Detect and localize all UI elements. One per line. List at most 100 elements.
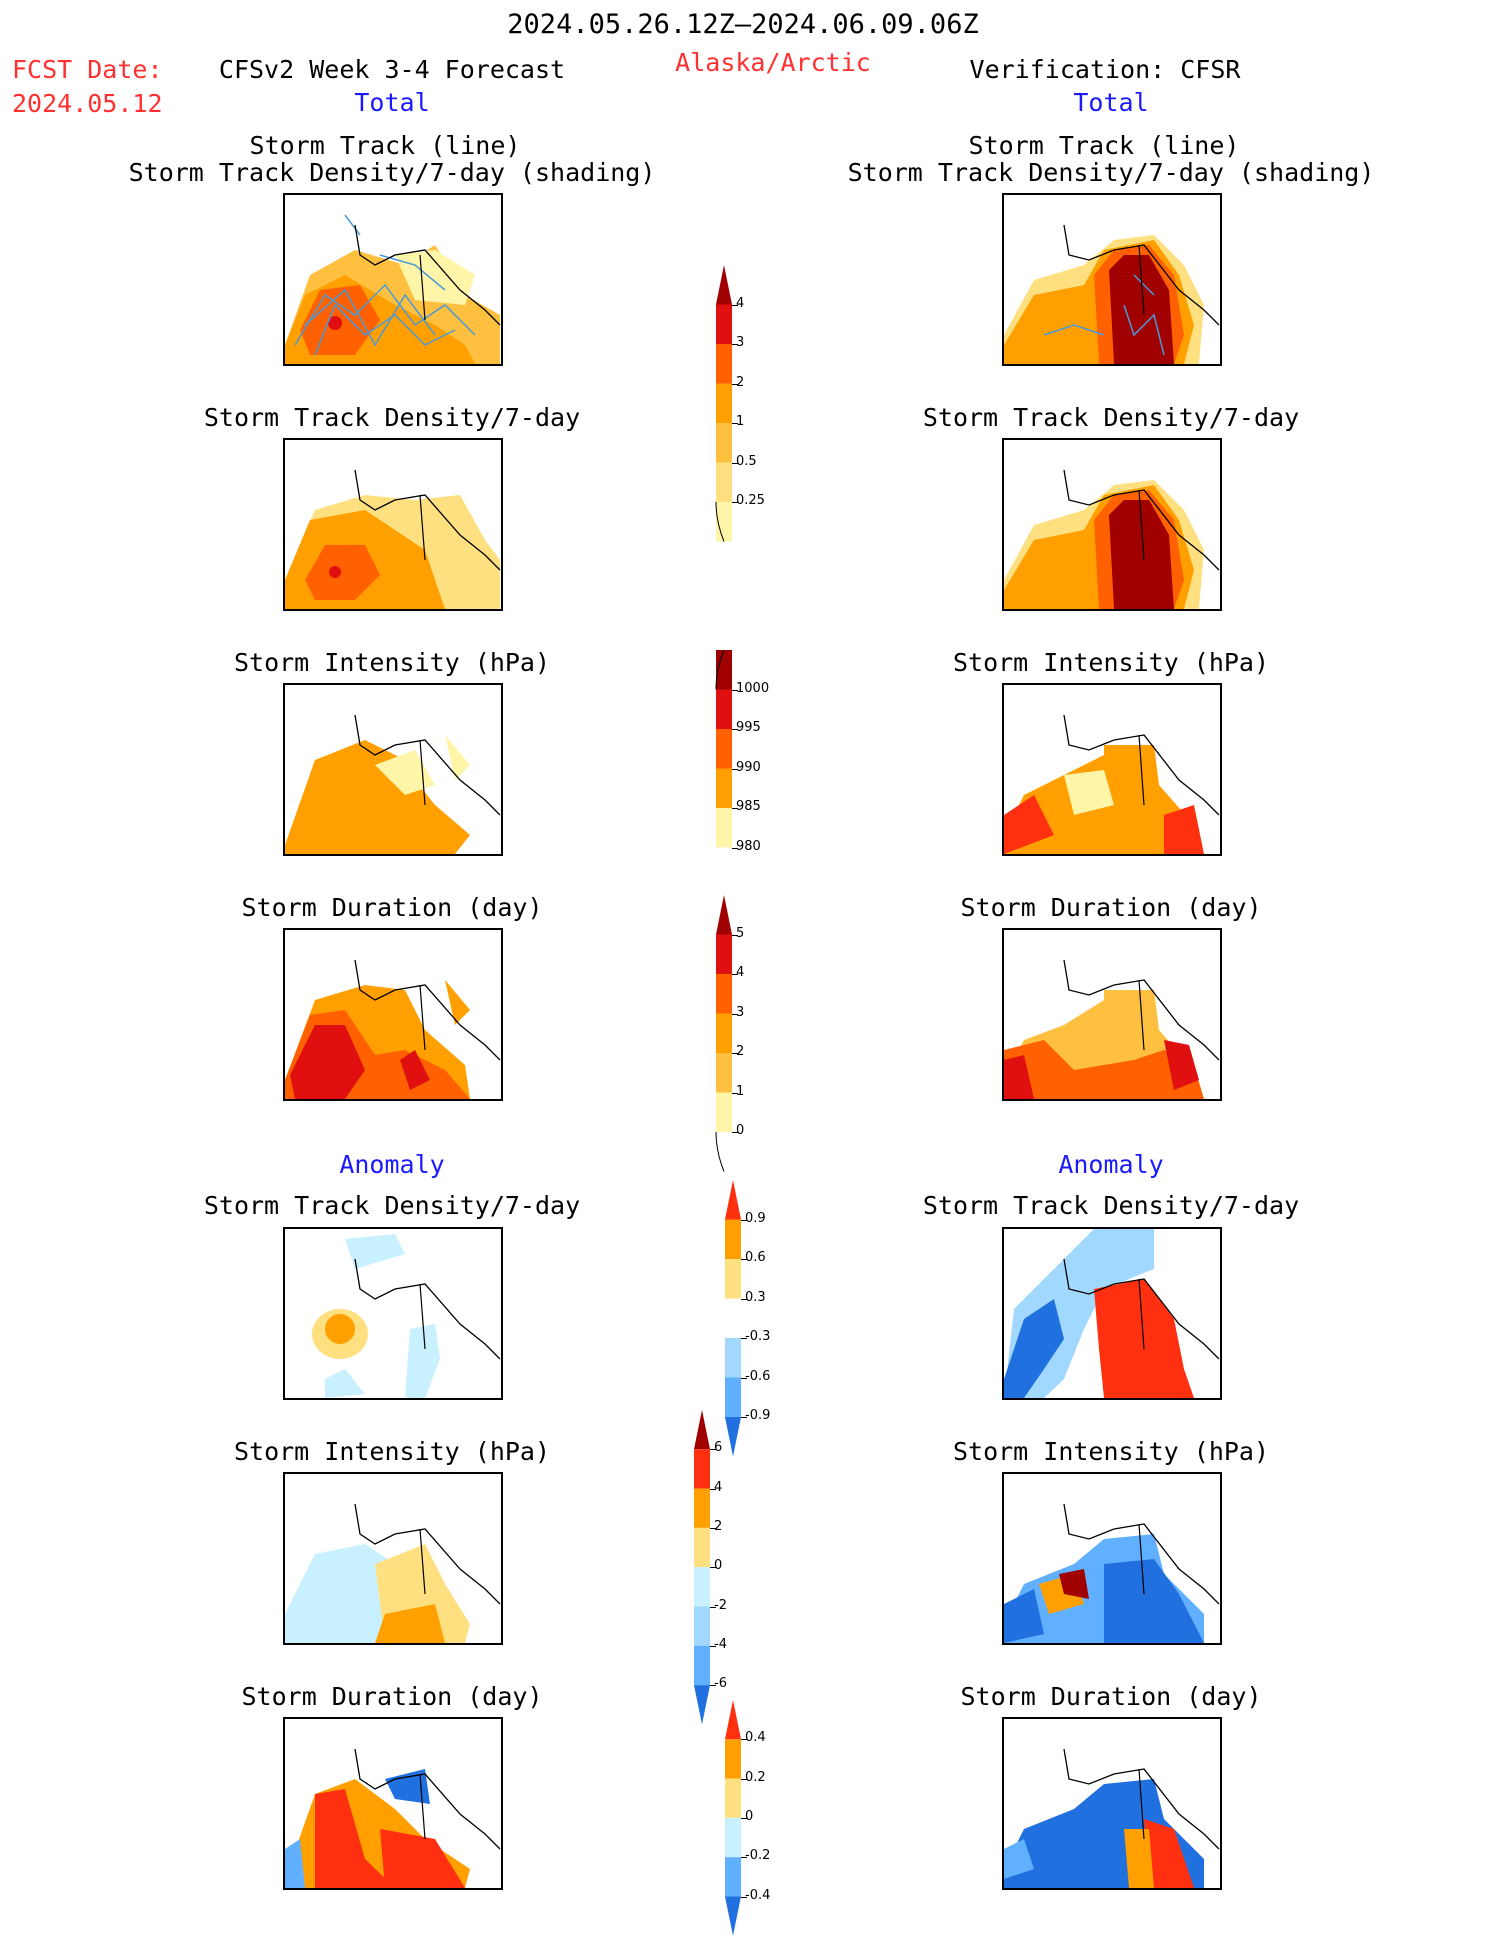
title-duration-anom-left: Storm Duration (day) (241, 1682, 543, 1711)
colorbar-tick-label: 0.3 (745, 1289, 766, 1305)
colorbar-segment (694, 1645, 710, 1686)
colorbar-tick (741, 1896, 747, 1898)
coastline (1063, 1503, 1220, 1605)
colorbar-segment (716, 768, 732, 808)
shade-region (1004, 1055, 1034, 1099)
border-line (419, 494, 426, 561)
colorbar-segment (716, 895, 732, 935)
colorbar-tick (741, 1259, 747, 1260)
storm-track-lines (1043, 274, 1165, 356)
colorbar-tick-label: -0.2 (745, 1848, 771, 1864)
coastline (1063, 1258, 1220, 1360)
title-duration-anom-right: Storm Duration (day) (960, 1682, 1262, 1711)
colorbar-tick (710, 1449, 716, 1451)
colorbar-segment (725, 1896, 741, 1936)
coastline (354, 469, 501, 571)
section-total-right: Total (1073, 88, 1149, 117)
coastline (354, 714, 501, 816)
shade-region (325, 1369, 365, 1398)
colorbar-tick (732, 847, 738, 849)
shade-region (285, 1839, 305, 1888)
map-duration-right (1002, 928, 1222, 1101)
fcst-date: 2024.05.12 (12, 89, 163, 118)
colorbar-segment (694, 1685, 710, 1725)
colorbar-segment (694, 1606, 710, 1646)
colorbar-segment (716, 689, 732, 729)
colorbar-segment (716, 974, 732, 1014)
colorbar-segment (694, 1449, 710, 1489)
colorbar-tick (710, 1488, 716, 1490)
coastline (354, 959, 501, 1061)
colorbar-tick-label: 980 (736, 838, 761, 854)
colorbar-tick (732, 768, 738, 770)
colorbar-tick (732, 502, 738, 503)
colorbar-tick (732, 934, 738, 936)
colorbar-tick (710, 1527, 716, 1529)
shade-region (375, 1604, 445, 1643)
colorbar-segment (725, 1298, 741, 1338)
coastline (354, 1503, 501, 1605)
coastline (354, 224, 501, 326)
coastline (1063, 959, 1220, 1061)
colorbar-tick-label: 6 (714, 1440, 723, 1456)
colorbar-tick (710, 1645, 716, 1647)
title-intensity-left: Storm Intensity (hPa) (233, 648, 551, 677)
coastline (1063, 714, 1220, 816)
colorbar-duration-anomaly (725, 1700, 741, 1936)
colorbar-tick (732, 344, 738, 345)
title-density-anom-right: Storm Track Density/7-day (922, 1191, 1300, 1220)
shade-region (1094, 1279, 1194, 1398)
colorbar-tick (741, 1739, 747, 1741)
verification-title: Verification: CFSR (969, 55, 1241, 84)
colorbar-tick (732, 729, 738, 730)
colorbar-tick-label: 0.2 (745, 1769, 766, 1785)
shade-spot (328, 316, 342, 330)
colorbar-tick-label: -0.4 (745, 1887, 771, 1903)
colorbar-tick-label: 1 (736, 414, 745, 429)
colorbar-tick-label: -6 (714, 1676, 727, 1692)
section-anomaly-left: Anomaly (339, 1150, 445, 1179)
colorbar-tick-label: -0.9 (745, 1408, 771, 1423)
colorbar-tick-label: 2 (736, 1044, 745, 1059)
border-line (1138, 979, 1145, 1051)
colorbar-tick-label: 0.6 (745, 1250, 766, 1265)
colorbar-segment (716, 847, 732, 887)
shade-spot (325, 1314, 355, 1344)
title-intensity-right: Storm Intensity (hPa) (952, 648, 1270, 677)
map-density-right (1002, 438, 1222, 611)
colorbar-tick-label: 4 (736, 295, 745, 311)
colorbar-density-anomaly (725, 1180, 741, 1457)
region-title: Alaska/Arctic (675, 48, 871, 77)
colorbar-tick (710, 1606, 716, 1608)
colorbar-tick-label: -4 (714, 1636, 727, 1652)
map-duration-anom-left (283, 1717, 503, 1890)
shade-region (290, 1025, 365, 1099)
map-track-line-right (1002, 193, 1222, 366)
shade-region (385, 1769, 430, 1804)
shade-region (375, 750, 435, 795)
colorbar-segment (716, 808, 732, 848)
colorbar-tick-label: 0 (714, 1558, 723, 1574)
coastline (1063, 469, 1220, 571)
colorbar-segment (716, 729, 732, 769)
colorbar-tick (732, 974, 738, 975)
map-intensity-anom-left (283, 1472, 503, 1645)
colorbar-tick (741, 1338, 747, 1339)
colorbar-segment (725, 1817, 741, 1858)
colorbar-tick-label: 0.5 (736, 453, 757, 469)
map-intensity-right (1002, 683, 1222, 856)
border-line (419, 1283, 426, 1350)
title-duration-left: Storm Duration (day) (241, 893, 543, 922)
colorbar-tick (741, 1857, 747, 1859)
map-intensity-left (283, 683, 503, 856)
shade-region (445, 735, 470, 780)
colorbar-segment (716, 1092, 732, 1132)
colorbar-tick (732, 1053, 738, 1054)
colorbar-segment (725, 1739, 741, 1779)
colorbar-segment (694, 1527, 710, 1568)
fcst-label: FCST Date: (12, 55, 163, 84)
map-density-anom-left (283, 1227, 503, 1400)
border-line (419, 1528, 426, 1595)
shade-region (1059, 1569, 1089, 1599)
colorbar-tick-label: 2 (736, 374, 745, 390)
